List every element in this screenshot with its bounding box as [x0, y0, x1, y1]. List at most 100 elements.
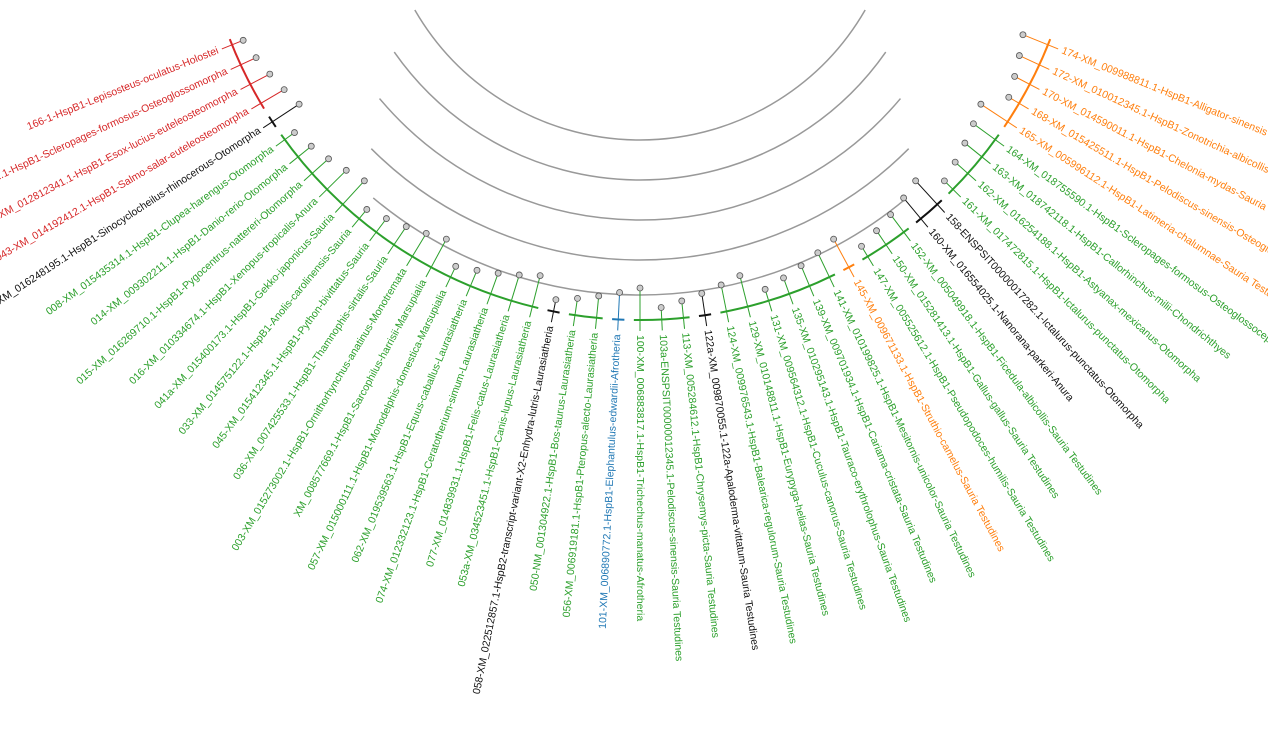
leaf-branch	[890, 214, 911, 242]
node	[1011, 73, 1019, 80]
leaf-branch	[944, 180, 962, 198]
leaf-branch	[387, 226, 407, 255]
branch-arc	[414, 9, 866, 141]
leaf-branch	[1019, 55, 1050, 70]
node	[552, 296, 560, 304]
leaf-branch	[289, 145, 312, 165]
leaf-branch	[275, 132, 295, 147]
leaf-branch	[973, 123, 1005, 147]
node	[360, 177, 368, 185]
leaf-branch	[701, 293, 708, 327]
node	[1015, 52, 1023, 59]
clade-arc	[720, 273, 836, 314]
leaf-branch	[783, 277, 794, 305]
node	[858, 242, 865, 250]
node	[970, 120, 977, 128]
node	[951, 158, 959, 166]
leaf-branch	[833, 238, 855, 278]
node	[574, 294, 581, 302]
leaf-branch	[318, 169, 347, 198]
leaf-branch	[529, 275, 541, 318]
leaf-branch	[351, 209, 368, 228]
leaf-branch	[334, 180, 365, 213]
node	[814, 249, 822, 257]
node	[295, 100, 303, 108]
node	[940, 177, 948, 185]
leaf-branch	[954, 161, 977, 182]
leaf-branch	[1022, 34, 1059, 50]
leaf-label: 101-XM_006890772.1-HspB1-Elephantulus-ed…	[597, 334, 624, 629]
leaf-branch	[980, 103, 1018, 129]
node	[383, 215, 390, 222]
node	[342, 166, 350, 174]
leaf-branch	[572, 298, 578, 327]
branch-arc	[370, 148, 910, 261]
leaf-label: 057-XM_015000111.1-HspB1-Monodelphis-dom…	[305, 288, 449, 572]
leaf-label: 100-XM_006883817.1-HspB1-Trichechus-mana…	[634, 335, 646, 621]
leaf-branch	[1014, 75, 1040, 90]
node	[307, 142, 315, 150]
node	[252, 54, 260, 62]
node	[452, 262, 460, 270]
node	[780, 274, 787, 282]
leaf-branch	[230, 57, 257, 70]
node	[830, 235, 838, 243]
node	[657, 304, 665, 311]
leaf-branch	[800, 265, 815, 297]
node	[717, 281, 725, 289]
branch-arc	[378, 98, 902, 221]
node	[280, 86, 288, 94]
leaf-branch	[720, 284, 730, 323]
leaf-branch	[507, 274, 520, 312]
leaf-branch	[251, 89, 285, 110]
node	[873, 227, 880, 235]
leaf-branch	[262, 103, 300, 129]
node	[442, 235, 450, 243]
leaf-branch	[550, 299, 557, 323]
leaf-branch	[406, 233, 427, 267]
leaf-branch	[915, 180, 946, 213]
leaf-label: 141-XM_010199825.1-HspB1-Mesitornis-unic…	[831, 288, 978, 580]
node	[616, 289, 623, 296]
leaf-branch	[964, 142, 991, 165]
node	[473, 266, 481, 274]
leaf-branch	[861, 245, 874, 267]
clade-arc	[915, 199, 943, 224]
leaf-branch	[739, 275, 751, 318]
node	[912, 177, 920, 185]
branch-arc	[372, 197, 908, 296]
leaf-branch	[903, 197, 929, 228]
node	[536, 272, 544, 279]
node	[761, 285, 769, 293]
node	[678, 297, 686, 305]
node	[736, 272, 744, 279]
node	[239, 36, 247, 44]
leaf-branch	[221, 39, 244, 50]
leaf-branch	[817, 252, 835, 288]
node	[494, 269, 502, 277]
leaf-branch	[486, 273, 499, 305]
leaf-branch	[1008, 96, 1029, 110]
leaf-branch	[660, 307, 663, 331]
node	[1019, 31, 1027, 39]
node	[515, 271, 523, 279]
leaf-branch	[617, 292, 621, 331]
clade-arc	[947, 134, 1000, 195]
node	[887, 211, 894, 218]
leaf-branch	[369, 218, 387, 242]
leaf-branch	[445, 266, 457, 288]
node	[977, 100, 985, 108]
node	[900, 194, 908, 202]
leaf-branch	[876, 230, 893, 255]
node	[1005, 93, 1013, 101]
leaf-branch	[240, 73, 271, 90]
leaf-branch	[303, 158, 329, 182]
node	[266, 70, 274, 78]
clade-arc	[228, 38, 265, 110]
node	[797, 262, 805, 270]
node	[402, 223, 410, 230]
branch-arc	[393, 51, 887, 181]
node	[422, 229, 430, 237]
